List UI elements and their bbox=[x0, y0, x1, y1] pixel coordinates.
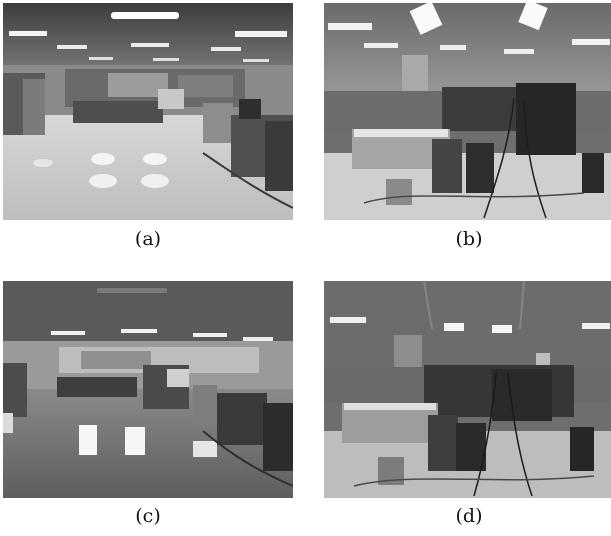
caption-b: (b) bbox=[455, 228, 483, 250]
office-photo-b bbox=[324, 3, 611, 220]
caption-c: (c) bbox=[135, 505, 161, 527]
office-photo-c bbox=[3, 281, 293, 498]
caption-a: (a) bbox=[134, 228, 162, 250]
caption-d: (d) bbox=[455, 505, 483, 527]
office-photo-d bbox=[324, 281, 611, 498]
office-photo-a bbox=[3, 3, 293, 220]
